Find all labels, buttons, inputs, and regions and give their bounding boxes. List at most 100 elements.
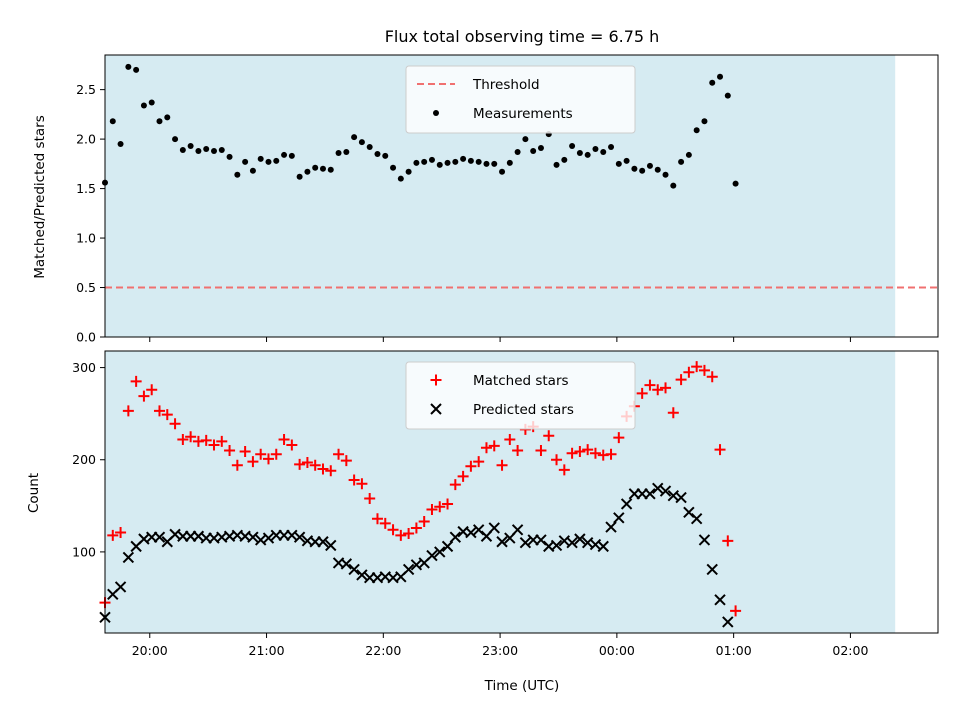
measurement-point bbox=[467, 157, 474, 164]
predicted-star-point bbox=[402, 563, 415, 576]
matched-star-point bbox=[301, 457, 313, 469]
measurement-point bbox=[537, 145, 544, 152]
matched-star-point bbox=[504, 433, 516, 445]
measurement-point bbox=[374, 150, 381, 157]
measurement-point bbox=[335, 149, 342, 156]
matched-star-point bbox=[130, 375, 142, 387]
predicted-star-point bbox=[434, 546, 446, 558]
measurement-point bbox=[319, 165, 326, 172]
measurement-point bbox=[265, 158, 272, 165]
measurement-point bbox=[475, 158, 482, 165]
x-tick-label: 02:00 bbox=[832, 643, 868, 658]
matched-star-point bbox=[449, 479, 461, 491]
matched-star-point bbox=[146, 384, 158, 396]
y-axis-label-count: Count bbox=[26, 473, 42, 513]
matched-star-point bbox=[535, 445, 547, 457]
matched-star-point bbox=[706, 371, 718, 383]
matched-star-point bbox=[255, 448, 267, 460]
matched-star-point bbox=[364, 492, 376, 504]
measurement-point bbox=[179, 146, 186, 153]
predicted-star-point bbox=[566, 536, 578, 549]
measurement-point bbox=[685, 151, 692, 158]
matched-star-point bbox=[465, 460, 477, 472]
matched-star-point bbox=[698, 364, 710, 376]
legend-label: Threshold bbox=[472, 77, 540, 93]
measurement-point bbox=[187, 143, 194, 150]
matched-star-point bbox=[434, 501, 446, 513]
predicted-star-point bbox=[317, 536, 329, 548]
measurement-point bbox=[592, 146, 599, 152]
matched-star-point bbox=[122, 405, 134, 417]
matched-star-point bbox=[714, 444, 726, 456]
measurement-point bbox=[670, 182, 677, 189]
ratio-panel: 0.0 0.5 1.0 1.5 2.0 2.5 Threshold Measurements bbox=[76, 54, 939, 345]
matched-star-point bbox=[262, 453, 274, 465]
predicted-star-point bbox=[597, 540, 609, 553]
measurement-point bbox=[499, 168, 506, 175]
matched-star-point bbox=[239, 445, 251, 457]
measurement-point bbox=[405, 168, 412, 175]
measurement-point bbox=[428, 156, 435, 163]
matched-star-point bbox=[403, 527, 415, 539]
measurement-point bbox=[281, 151, 288, 158]
matched-star-point bbox=[138, 390, 150, 402]
chart-title: Flux total observing time = 6.75 h bbox=[385, 27, 660, 46]
predicted-star-point bbox=[441, 540, 454, 553]
measurement-point bbox=[397, 175, 404, 182]
legend-label: Predicted stars bbox=[473, 402, 574, 418]
predicted-star-point bbox=[449, 531, 462, 543]
legend-label: Matched stars bbox=[473, 373, 569, 389]
predicted-star-point bbox=[465, 526, 477, 539]
matched-star-point bbox=[317, 463, 329, 475]
measurement-point bbox=[148, 99, 155, 106]
predicted-star-point bbox=[698, 534, 711, 546]
measurement-point bbox=[709, 79, 716, 86]
x-tick-label: 20:00 bbox=[132, 643, 168, 658]
measurement-point bbox=[413, 159, 420, 166]
x-tick-label: 00:00 bbox=[599, 643, 635, 658]
predicted-star-point bbox=[356, 569, 368, 581]
measurement-point bbox=[172, 136, 179, 143]
matched-star-point bbox=[442, 498, 454, 510]
measurement-point bbox=[382, 152, 389, 159]
plot-frame bbox=[104, 54, 939, 338]
measurement-point bbox=[646, 162, 653, 169]
matched-star-point bbox=[294, 458, 306, 470]
predicted-star-point bbox=[340, 558, 353, 570]
predicted-star-point bbox=[574, 533, 586, 545]
predicted-star-point bbox=[247, 531, 259, 543]
measurement-point bbox=[732, 180, 739, 187]
measurement-point bbox=[133, 66, 140, 73]
measurement-point bbox=[234, 171, 241, 178]
measurement-point bbox=[210, 147, 217, 154]
predicted-star-point bbox=[293, 531, 306, 543]
measurement-point bbox=[203, 146, 210, 152]
measurement-point bbox=[483, 160, 490, 167]
x-tick-label: 22:00 bbox=[365, 643, 401, 658]
measurement-point bbox=[109, 118, 116, 125]
measurement-point bbox=[514, 148, 521, 155]
matched-star-point bbox=[340, 455, 352, 467]
matched-star-point bbox=[177, 433, 189, 445]
measurement-point bbox=[288, 152, 295, 159]
matched-star-point bbox=[200, 434, 212, 446]
measurement-point bbox=[506, 159, 513, 166]
matched-star-point bbox=[216, 435, 228, 447]
matched-star-point bbox=[286, 439, 298, 451]
matched-star-point bbox=[636, 387, 648, 399]
measurement-point bbox=[296, 173, 303, 180]
matched-star-point bbox=[309, 459, 321, 471]
matched-star-point bbox=[613, 432, 625, 444]
matched-star-point bbox=[722, 535, 734, 547]
matched-star-point bbox=[605, 448, 617, 460]
matched-star-point bbox=[457, 470, 469, 482]
measurement-point bbox=[701, 118, 708, 125]
x-tick-label: 21:00 bbox=[249, 643, 285, 658]
measurement-point bbox=[452, 158, 459, 165]
matched-star-point bbox=[667, 407, 679, 419]
matched-star-point bbox=[644, 379, 656, 391]
counts-panel: 100 200 300 20:00 21:00 22:00 23:00 00:00 01:00 0… bbox=[72, 350, 939, 658]
matched-star-point bbox=[224, 445, 236, 457]
measurement-point bbox=[249, 167, 256, 174]
measurement-point bbox=[623, 157, 630, 164]
